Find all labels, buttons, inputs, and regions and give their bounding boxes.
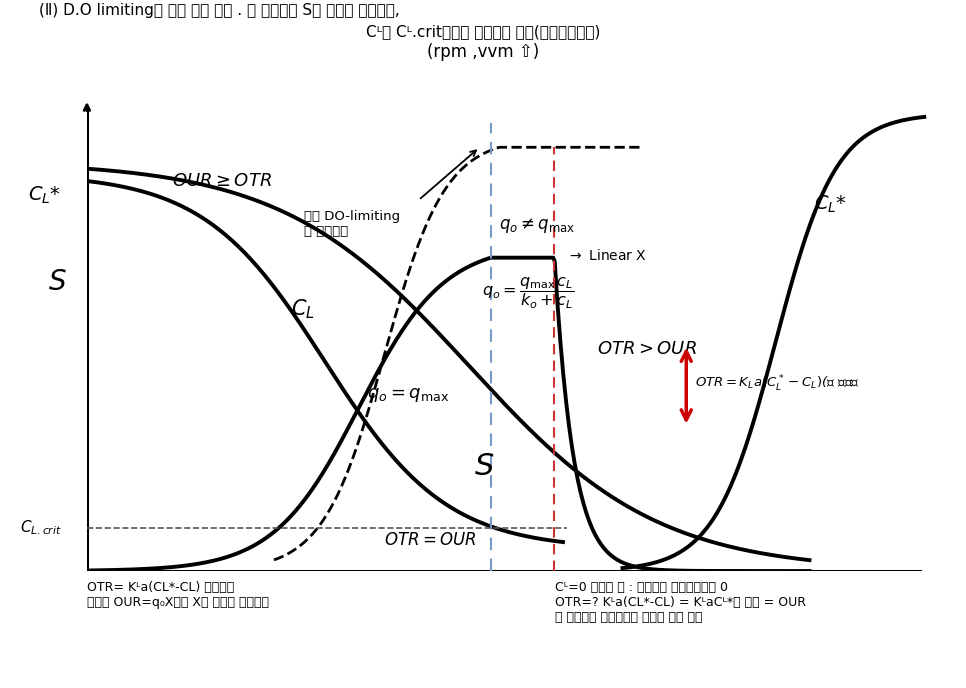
Text: Cᴸ=0 이라는 뜻 : 배지중의 용존산소농도 0
OTR=? Kᴸa(CL*-CL) = KᴸaCᴸ*로 공급 = OUR
즉 공급되는 용존산소를 세포가: Cᴸ=0 이라는 뜻 : 배지중의 용존산소농도 0 OTR=? Kᴸa(CL*… [555,581,807,625]
Text: OTR= Kᴸa(CL*-CL) 점점증가
그러나 OUR=q₀X에서 X의 증가로 점점증가: OTR= Kᴸa(CL*-CL) 점점증가 그러나 OUR=q₀X에서 X의 증… [87,581,269,610]
Text: $OTR=OUR$: $OTR=OUR$ [384,530,477,548]
Text: $C_L$*: $C_L$* [813,194,847,215]
Text: $S$: $S$ [48,268,67,296]
Text: $S$: $S$ [473,452,495,481]
Text: $OTR>OUR$: $OTR>OUR$ [597,341,696,358]
Text: $\rightarrow$ Linear X: $\rightarrow$ Linear X [567,248,647,264]
Text: (Ⅱ) D.O limiting이 먼저 오는 경우 . 즉 배양말기 S는 충분히 남아있고,: (Ⅱ) D.O limiting이 먼저 오는 경우 . 즉 배양말기 S는 충… [39,3,399,19]
Text: $OUR \geq OTR$: $OUR \geq OTR$ [172,172,271,190]
Text: (rpm ,vvm ⇧): (rpm ,vvm ⇧) [427,43,539,61]
Text: $OTR=K_La(C_L^*-C_L)$(점 점감소: $OTR=K_La(C_L^*-C_L)$(점 점감소 [695,374,860,394]
Text: $q_o = q_{\rm max}$: $q_o = q_{\rm max}$ [367,386,450,404]
Text: $C_{L.crit}$: $C_{L.crit}$ [19,518,62,537]
Text: $q_o = \dfrac{q_{\rm max}\, c_L}{k_o + c_L}$: $q_o = \dfrac{q_{\rm max}\, c_L}{k_o + c… [482,276,575,311]
Text: $C_L$*: $C_L$* [28,185,62,206]
Text: Cᴸ이 Cᴸ.crit이하로 떨어지는 경우(배양전략문제): Cᴸ이 Cᴸ.crit이하로 떨어지는 경우(배양전략문제) [366,24,600,39]
Text: 만일 DO-limiting
이 아니라면: 만일 DO-limiting 이 아니라면 [303,211,400,238]
Text: $q_o \neq q_{\rm max}$: $q_o \neq q_{\rm max}$ [499,216,576,235]
Text: $C_L$: $C_L$ [291,298,315,321]
